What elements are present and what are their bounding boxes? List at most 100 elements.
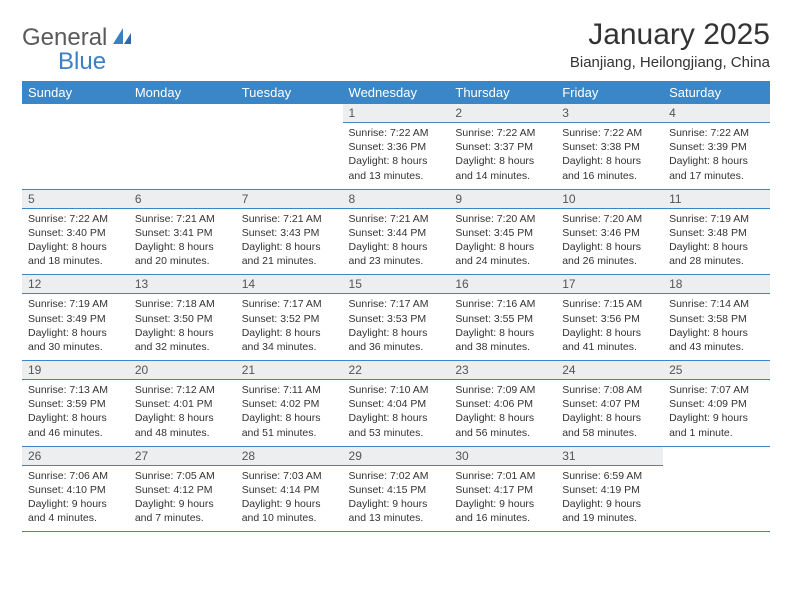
sunrise-text: Sunrise: 6:59 AM — [562, 469, 657, 483]
daynum-cell: 21 — [236, 361, 343, 380]
sunset-text: Sunset: 4:10 PM — [28, 483, 123, 497]
daylight-text: Daylight: 8 hours and 58 minutes. — [562, 411, 657, 439]
day-data-cell: Sunrise: 7:09 AMSunset: 4:06 PMDaylight:… — [449, 380, 556, 447]
daynum-cell: 2 — [449, 104, 556, 123]
daylight-text: Daylight: 9 hours and 13 minutes. — [349, 497, 444, 525]
calendar-head: SundayMondayTuesdayWednesdayThursdayFrid… — [22, 81, 770, 104]
weekday-row: SundayMondayTuesdayWednesdayThursdayFrid… — [22, 81, 770, 104]
daylight-text: Daylight: 8 hours and 20 minutes. — [135, 240, 230, 268]
day-data-cell — [129, 123, 236, 190]
sunset-text: Sunset: 3:41 PM — [135, 226, 230, 240]
logo-line2: Blue — [22, 48, 106, 76]
daynum-cell: 12 — [22, 275, 129, 294]
sunset-text: Sunset: 3:37 PM — [455, 140, 550, 154]
daylight-text: Daylight: 9 hours and 7 minutes. — [135, 497, 230, 525]
daylight-text: Daylight: 9 hours and 10 minutes. — [242, 497, 337, 525]
sunset-text: Sunset: 3:46 PM — [562, 226, 657, 240]
day-data-cell: Sunrise: 7:18 AMSunset: 3:50 PMDaylight:… — [129, 294, 236, 361]
daylight-text: Daylight: 8 hours and 32 minutes. — [135, 326, 230, 354]
day-data-cell: Sunrise: 7:07 AMSunset: 4:09 PMDaylight:… — [663, 380, 770, 447]
daylight-text: Daylight: 9 hours and 19 minutes. — [562, 497, 657, 525]
daynum-cell: 9 — [449, 189, 556, 208]
daynum-cell — [236, 104, 343, 123]
sunrise-text: Sunrise: 7:08 AM — [562, 383, 657, 397]
sunset-text: Sunset: 4:07 PM — [562, 397, 657, 411]
daynum-cell: 11 — [663, 189, 770, 208]
daynum-cell — [663, 446, 770, 465]
weekday-sunday: Sunday — [22, 81, 129, 104]
sunrise-text: Sunrise: 7:20 AM — [562, 212, 657, 226]
day-data-cell: Sunrise: 7:21 AMSunset: 3:44 PMDaylight:… — [343, 208, 450, 275]
calendar-table: SundayMondayTuesdayWednesdayThursdayFrid… — [22, 81, 770, 532]
sunrise-text: Sunrise: 7:21 AM — [349, 212, 444, 226]
weekday-wednesday: Wednesday — [343, 81, 450, 104]
day-data-cell: Sunrise: 7:22 AMSunset: 3:38 PMDaylight:… — [556, 123, 663, 190]
sunset-text: Sunset: 3:45 PM — [455, 226, 550, 240]
sunrise-text: Sunrise: 7:17 AM — [242, 297, 337, 311]
daylight-text: Daylight: 8 hours and 36 minutes. — [349, 326, 444, 354]
sunset-text: Sunset: 3:53 PM — [349, 312, 444, 326]
daylight-text: Daylight: 8 hours and 24 minutes. — [455, 240, 550, 268]
daynum-cell: 8 — [343, 189, 450, 208]
daylight-text: Daylight: 8 hours and 41 minutes. — [562, 326, 657, 354]
daynum-cell — [22, 104, 129, 123]
day-data-cell: Sunrise: 7:20 AMSunset: 3:45 PMDaylight:… — [449, 208, 556, 275]
week-3-daynums: 19202122232425 — [22, 361, 770, 380]
daynum-cell: 30 — [449, 446, 556, 465]
day-data-cell: Sunrise: 7:21 AMSunset: 3:43 PMDaylight:… — [236, 208, 343, 275]
daylight-text: Daylight: 8 hours and 14 minutes. — [455, 154, 550, 182]
day-data-cell: Sunrise: 7:01 AMSunset: 4:17 PMDaylight:… — [449, 465, 556, 532]
sunset-text: Sunset: 4:12 PM — [135, 483, 230, 497]
month-title: January 2025 — [570, 18, 770, 52]
sunset-text: Sunset: 3:49 PM — [28, 312, 123, 326]
daynum-cell: 7 — [236, 189, 343, 208]
sunset-text: Sunset: 3:36 PM — [349, 140, 444, 154]
daynum-cell: 25 — [663, 361, 770, 380]
sunset-text: Sunset: 3:52 PM — [242, 312, 337, 326]
sunset-text: Sunset: 3:38 PM — [562, 140, 657, 154]
sunrise-text: Sunrise: 7:06 AM — [28, 469, 123, 483]
daylight-text: Daylight: 8 hours and 28 minutes. — [669, 240, 764, 268]
logo-text-blue: Blue — [58, 48, 106, 75]
daynum-cell: 14 — [236, 275, 343, 294]
calendar-body: 1234Sunrise: 7:22 AMSunset: 3:36 PMDayli… — [22, 104, 770, 532]
day-data-cell: Sunrise: 7:22 AMSunset: 3:37 PMDaylight:… — [449, 123, 556, 190]
sunrise-text: Sunrise: 7:22 AM — [455, 126, 550, 140]
daynum-cell: 22 — [343, 361, 450, 380]
week-2-data: Sunrise: 7:19 AMSunset: 3:49 PMDaylight:… — [22, 294, 770, 361]
sunrise-text: Sunrise: 7:01 AM — [455, 469, 550, 483]
daylight-text: Daylight: 9 hours and 1 minute. — [669, 411, 764, 439]
sunrise-text: Sunrise: 7:12 AM — [135, 383, 230, 397]
sunset-text: Sunset: 4:01 PM — [135, 397, 230, 411]
daynum-cell: 5 — [22, 189, 129, 208]
daylight-text: Daylight: 8 hours and 38 minutes. — [455, 326, 550, 354]
sunrise-text: Sunrise: 7:19 AM — [669, 212, 764, 226]
sunrise-text: Sunrise: 7:14 AM — [669, 297, 764, 311]
day-data-cell: Sunrise: 7:19 AMSunset: 3:48 PMDaylight:… — [663, 208, 770, 275]
sunset-text: Sunset: 3:48 PM — [669, 226, 764, 240]
sunrise-text: Sunrise: 7:22 AM — [28, 212, 123, 226]
week-1-data: Sunrise: 7:22 AMSunset: 3:40 PMDaylight:… — [22, 208, 770, 275]
day-data-cell: Sunrise: 7:19 AMSunset: 3:49 PMDaylight:… — [22, 294, 129, 361]
week-1-daynums: 567891011 — [22, 189, 770, 208]
day-data-cell — [663, 465, 770, 532]
daylight-text: Daylight: 8 hours and 18 minutes. — [28, 240, 123, 268]
day-data-cell: Sunrise: 7:11 AMSunset: 4:02 PMDaylight:… — [236, 380, 343, 447]
day-data-cell — [22, 123, 129, 190]
day-data-cell: Sunrise: 7:06 AMSunset: 4:10 PMDaylight:… — [22, 465, 129, 532]
sunset-text: Sunset: 3:50 PM — [135, 312, 230, 326]
sunset-text: Sunset: 3:44 PM — [349, 226, 444, 240]
week-4-daynums: 262728293031 — [22, 446, 770, 465]
daynum-cell: 27 — [129, 446, 236, 465]
daylight-text: Daylight: 8 hours and 17 minutes. — [669, 154, 764, 182]
daynum-cell: 17 — [556, 275, 663, 294]
daynum-cell: 4 — [663, 104, 770, 123]
daynum-cell: 3 — [556, 104, 663, 123]
daynum-cell: 26 — [22, 446, 129, 465]
day-data-cell: Sunrise: 7:05 AMSunset: 4:12 PMDaylight:… — [129, 465, 236, 532]
daylight-text: Daylight: 9 hours and 16 minutes. — [455, 497, 550, 525]
sunset-text: Sunset: 3:43 PM — [242, 226, 337, 240]
daylight-text: Daylight: 8 hours and 46 minutes. — [28, 411, 123, 439]
day-data-cell: Sunrise: 7:22 AMSunset: 3:36 PMDaylight:… — [343, 123, 450, 190]
location: Bianjiang, Heilongjiang, China — [570, 54, 770, 71]
